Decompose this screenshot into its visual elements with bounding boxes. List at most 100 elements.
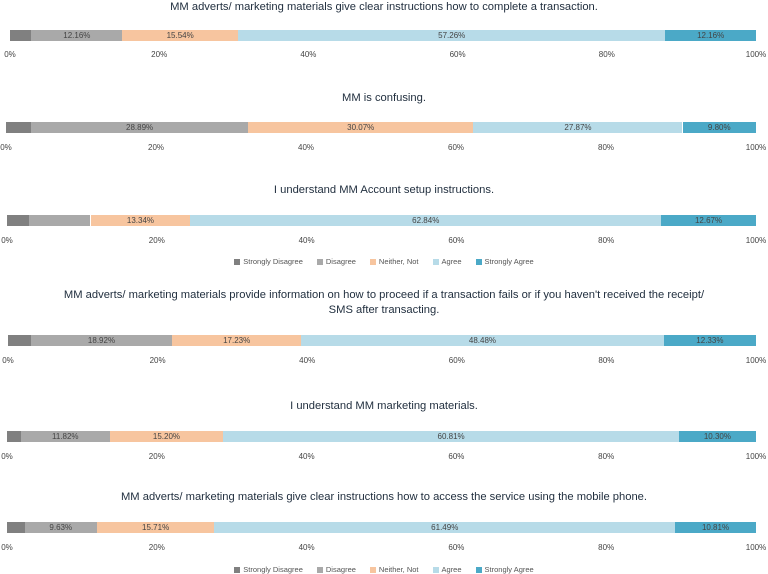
data-label: 28.89% [126, 123, 154, 132]
x-tick-label: 40% [300, 50, 317, 59]
data-label: 12.16% [697, 31, 725, 40]
legend-item-strongly-disagree: Strongly Disagree [234, 257, 303, 266]
data-label: 48.48% [468, 336, 497, 345]
legend-item-disagree: Disagree [316, 565, 356, 574]
legend-item-agree: Agree [432, 565, 462, 574]
chart-title: MM adverts/ marketing materials provide … [63, 289, 705, 316]
bar-segment-agree [473, 122, 683, 133]
data-label: 12.16% [63, 31, 91, 40]
x-tick-label: 0% [0, 143, 12, 152]
stacked-bar: 13.34% 62.84% 12.67% [7, 215, 756, 226]
x-tick-label: 20% [148, 452, 165, 461]
chart-title: I understand MM marketing materials. [290, 400, 478, 412]
x-tick-label: 60% [447, 143, 465, 152]
data-label: 9.80% [707, 123, 731, 132]
data-label: 15.71% [142, 523, 170, 532]
chart-title: MM is confusing. [342, 92, 426, 104]
x-tick-label: 20% [149, 356, 166, 365]
x-tick-label: 20% [148, 543, 165, 552]
bar-segment-strongly-disagree [6, 122, 32, 133]
bar-segment-strongly-disagree [8, 335, 31, 346]
x-tick-label: 40% [297, 143, 315, 152]
data-label: 18.92% [87, 336, 116, 345]
bar-segment-disagree [21, 431, 110, 442]
legend-item-neither: Neither, Not [369, 257, 419, 266]
x-tick-label: 40% [298, 452, 315, 461]
x-tick-label: 40% [298, 236, 315, 245]
legend-swatch [316, 566, 323, 573]
data-label: 10.30% [703, 432, 731, 441]
x-tick-label: 80% [598, 356, 615, 365]
bar-segment-strongly-agree [661, 215, 756, 226]
legend-item-strongly-agree: Strongly Agree [475, 565, 534, 574]
bar-segment-neither [90, 215, 191, 226]
legend-label: Neither, Not [378, 257, 419, 266]
bar-segment-disagree [28, 215, 91, 226]
x-tick-label: 100% [745, 236, 767, 245]
legend-swatch [475, 566, 482, 573]
bar-segment-agree [301, 335, 664, 346]
legend-label: Disagree [325, 257, 356, 266]
stacked-bar: 12.16% 15.54% 57.26% 12.16% [10, 30, 756, 41]
legend-item-strongly-disagree: Strongly Disagree [234, 565, 303, 574]
chart-title: MM adverts/ marketing materials give cle… [120, 491, 648, 503]
bar-segment-strongly-agree [678, 431, 756, 442]
chart-title: MM adverts/ marketing materials give cle… [170, 1, 598, 13]
legend-label: Agree [441, 257, 462, 266]
data-label: 12.67% [694, 216, 723, 225]
legend-swatch [234, 566, 241, 573]
data-label: 62.84% [412, 216, 440, 225]
x-tick-label: 80% [598, 236, 615, 245]
x-tick-label: 20% [151, 50, 168, 59]
x-tick-label: 100% [745, 543, 767, 552]
bar-segment-strongly-agree [665, 30, 756, 41]
x-tick-label: 0% [4, 50, 16, 59]
bar-segment-strongly-agree [675, 522, 756, 533]
legend-item-strongly-agree: Strongly Agree [475, 257, 534, 266]
stacked-bar: 28.89% 30.07% 27.87% 9.80% [6, 122, 756, 133]
data-label: 9.63% [49, 523, 73, 532]
legend-swatch [316, 258, 323, 265]
x-tick-label: 20% [148, 236, 165, 245]
x-tick-label: 80% [597, 143, 615, 152]
data-label: 17.23% [223, 336, 251, 345]
data-label: 27.87% [564, 123, 592, 132]
x-tick-label: 20% [147, 143, 165, 152]
bar-segment-strongly-agree [663, 335, 756, 346]
data-label: 13.34% [126, 216, 155, 225]
legend: Strongly Disagree Disagree Neither, Not Agr… [0, 257, 768, 266]
bar-segment-strongly-disagree [10, 30, 32, 41]
bar-segment-agree [214, 522, 676, 533]
data-label: 60.81% [437, 432, 465, 441]
legend-label: Neither, Not [378, 565, 419, 574]
bar-segment-disagree [31, 122, 248, 133]
bar-segment-disagree [31, 30, 123, 41]
x-tick-label: 40% [298, 543, 315, 552]
legend: Strongly Disagree Disagree Neither, Not Agr… [0, 565, 768, 574]
stacked-bar: 18.92% 17.23% 48.48% 12.33% [8, 335, 756, 346]
chart-title: I understand MM Account setup instructio… [273, 184, 495, 196]
legend-label: Strongly Disagree [243, 257, 303, 266]
legend-swatch [369, 258, 376, 265]
x-tick-label: 0% [1, 236, 13, 245]
legend-label: Strongly Agree [484, 257, 534, 266]
legend-swatch [234, 258, 241, 265]
legend-swatch [432, 258, 439, 265]
x-tick-label: 60% [448, 543, 465, 552]
bar-segment-strongly-agree [682, 122, 756, 133]
data-label: 15.20% [152, 432, 181, 441]
bar-segment-neither [96, 522, 215, 533]
legend-label: Agree [441, 565, 462, 574]
data-label: 30.07% [347, 123, 375, 132]
x-tick-label: 80% [598, 452, 615, 461]
stacked-bar: 9.63% 15.71% 61.49% 10.81% [7, 522, 756, 533]
x-tick-label: 60% [448, 356, 465, 365]
x-tick-label: 40% [299, 356, 316, 365]
x-tick-label: 0% [2, 356, 14, 365]
legend-item-disagree: Disagree [316, 257, 356, 266]
legend-swatch [432, 566, 439, 573]
bar-segment-neither [122, 30, 239, 41]
legend-swatch [475, 258, 482, 265]
bar-segment-neither [172, 335, 302, 346]
bar-segment-strongly-disagree [7, 215, 29, 226]
